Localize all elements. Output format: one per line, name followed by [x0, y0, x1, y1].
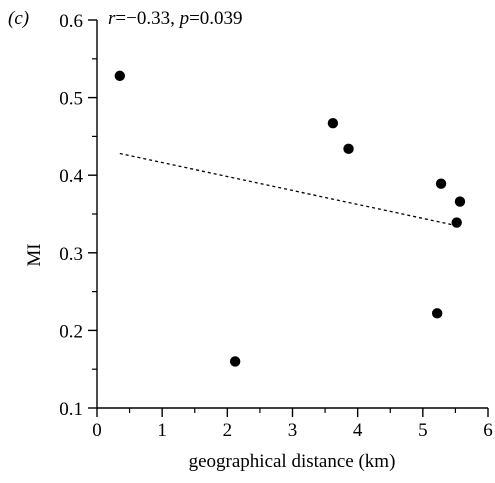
x-tick-label: 4: [353, 420, 363, 441]
y-tick-label: 0.3: [59, 244, 83, 265]
trend-line: [120, 153, 457, 225]
tick-marks: [88, 20, 488, 417]
r-value: =−0.33,: [115, 8, 179, 29]
panel-label: (c): [8, 8, 29, 29]
data-point: [343, 144, 353, 154]
axes: [97, 20, 488, 408]
y-tick-label: 0.5: [59, 89, 83, 110]
p-label: p: [178, 8, 190, 29]
data-point: [328, 118, 338, 128]
data-point: [230, 356, 240, 366]
data-point: [436, 179, 446, 189]
data-point: [455, 196, 465, 206]
y-tick-label: 0.6: [59, 11, 83, 32]
y-tick-label: 0.1: [59, 399, 83, 420]
x-tick-label: 2: [223, 420, 233, 441]
y-tick-label: 0.4: [59, 166, 83, 187]
data-points: [115, 71, 466, 367]
p-value: =0.039: [189, 8, 242, 29]
x-tick-label: 6: [483, 420, 493, 441]
x-tick-label: 5: [418, 420, 428, 441]
data-point: [115, 71, 125, 81]
trend-line-group: [120, 153, 457, 225]
data-point: [432, 308, 442, 318]
x-tick-label: 3: [288, 420, 298, 441]
x-tick-label: 0: [92, 420, 102, 441]
correlation-annotation: r=−0.33, p=0.039: [108, 8, 243, 29]
y-tick-label: 0.2: [59, 321, 83, 342]
x-axis-title: geographical distance (km): [189, 451, 396, 472]
y-axis-title: MI: [24, 243, 45, 266]
data-point: [452, 217, 462, 227]
x-tick-label: 1: [157, 420, 167, 441]
